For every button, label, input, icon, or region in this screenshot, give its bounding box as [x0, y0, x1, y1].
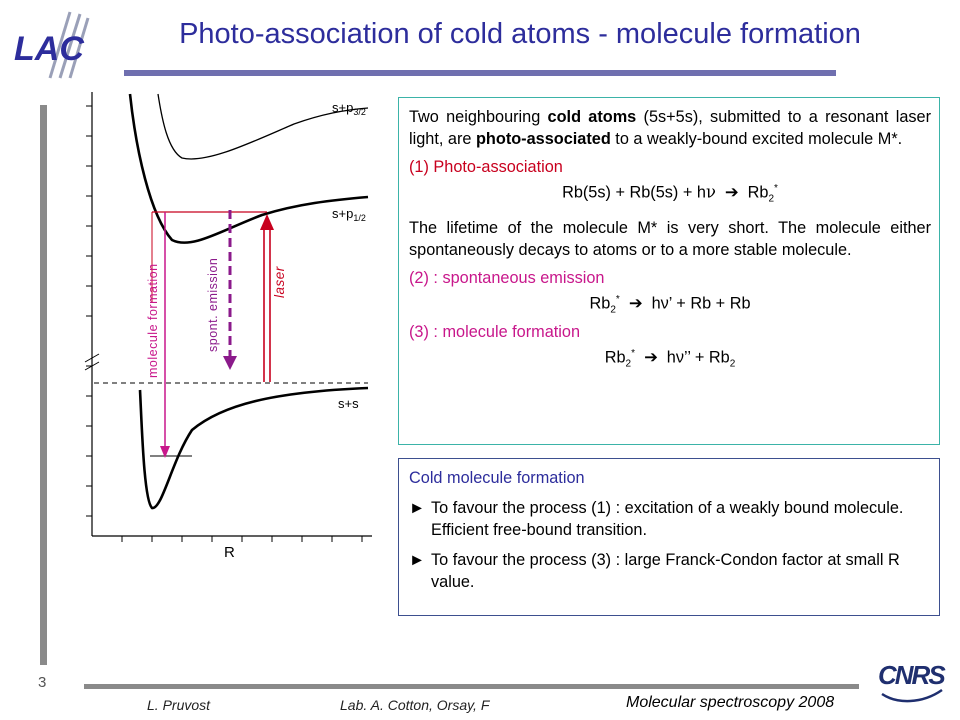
box2-title: Cold molecule formation [409, 469, 585, 487]
footer-lab: Lab. A. Cotton, Orsay, F [340, 697, 490, 713]
eq1-arrow-icon: ➔ [724, 183, 739, 202]
eq2-arrow-icon: ➔ [628, 294, 643, 313]
eq3-arrow-icon: ➔ [644, 348, 658, 367]
eq1-lhs: Rb(5s) + Rb(5s) + h [562, 183, 706, 202]
footer-author: L. Pruvost [147, 697, 211, 713]
lac-logo-text: LAC [14, 30, 84, 68]
eq1-sup: * [774, 183, 778, 194]
excited-potential-curve [128, 93, 369, 244]
axis-break-mark [84, 353, 100, 371]
step1-title: (1) Photo-association [409, 158, 563, 176]
eq3-rhs: hν’’ + Rb [666, 348, 730, 367]
ground-potential-curve [138, 386, 369, 510]
equation-1: Rb(5s) + Rb(5s) + hν ➔ Rb2* [409, 178, 931, 211]
lac-logo: LAC [14, 11, 90, 79]
ground-curve-label: s+s [338, 396, 359, 411]
equation-3: Rb2* ➔ hν’’ + Rb2 [409, 343, 931, 376]
cnrs-logo: CNRS [878, 660, 948, 703]
laser-arrowhead [260, 214, 274, 230]
bullet-1-text: To favour the process (1) : excitation o… [431, 499, 904, 539]
molecule-formation-label: molecule formation [146, 263, 160, 378]
slide-number: 3 [38, 674, 47, 691]
intro-text-bold-2: photo-associated [475, 130, 611, 148]
eq1-sub: 2 [768, 193, 775, 205]
bullet-item-1: ► To favour the process (1) : excitation… [409, 497, 931, 541]
left-decor-bar [40, 105, 47, 665]
title-underline [124, 70, 836, 76]
page-title: Photo-association of cold atoms - molecu… [179, 18, 861, 50]
bullet-2-text: To favour the process (3) : large Franck… [431, 551, 900, 591]
upper-potential-curve [157, 93, 369, 160]
step3-title: (3) : molecule formation [409, 323, 581, 342]
footer-conference: Molecular spectroscopy 2008 [626, 694, 835, 711]
x-axis-label: R [224, 544, 235, 560]
molecule-formation-arrowhead [160, 446, 170, 458]
lifetime-paragraph: The lifetime of the molecule M* is very … [409, 218, 931, 259]
intro-paragraph: Two neighbouring cold atoms (5s+5s), sub… [409, 106, 931, 150]
bullet-arrow-icon: ► [409, 499, 426, 517]
eq3-sub: 2 [625, 359, 632, 371]
equation-2: Rb2* ➔ hν’ + Rb + Rb [409, 289, 931, 322]
eq2-sub: 2 [610, 304, 616, 316]
upper-curve-label: s+p3/2 [332, 100, 366, 117]
cnrs-logo-text: CNRS [878, 660, 946, 690]
intro-text-e: to a weakly-bound excited molecule M*. [610, 130, 903, 148]
eq3-sub2: 2 [729, 359, 736, 371]
bullet-item-2: ► To favour the process (3) : large Fran… [409, 549, 931, 593]
eq1-rb: Rb [747, 183, 769, 202]
intro-text-a: Two neighbouring [409, 108, 548, 126]
eq2-rhs: hν’ + Rb + Rb [651, 294, 751, 313]
eq1-nu: ν [705, 182, 716, 202]
bullet-arrow-icon: ► [409, 551, 426, 569]
eq3-rb: Rb [604, 348, 626, 367]
laser-label: laser [272, 266, 287, 298]
intro-text-bold-1: cold atoms [547, 108, 637, 126]
step2-title: (2) : spontaneous emission [409, 268, 605, 287]
eq2-rb: Rb [589, 294, 611, 313]
cold-molecule-formation-box: Cold molecule formation ► To favour the … [398, 458, 940, 616]
cnrs-logo-swoosh [881, 688, 943, 703]
axis-ticks [86, 105, 363, 542]
photo-association-explanation-box: Two neighbouring cold atoms (5s+5s), sub… [398, 97, 940, 445]
spontaneous-emission-label: spont. emission [206, 258, 220, 352]
intro-text-c: (5s+5s), submitted to a resonant laser l… [409, 108, 931, 148]
spontaneous-emission-arrowhead [223, 356, 237, 370]
middle-curve-label: s+p1/2 [332, 206, 366, 223]
footer-bar [84, 684, 859, 689]
potential-energy-diagram: molecule formation spont. emission laser… [84, 92, 372, 560]
eq3-sup: * [631, 348, 636, 360]
eq2-sup: * [615, 293, 620, 305]
